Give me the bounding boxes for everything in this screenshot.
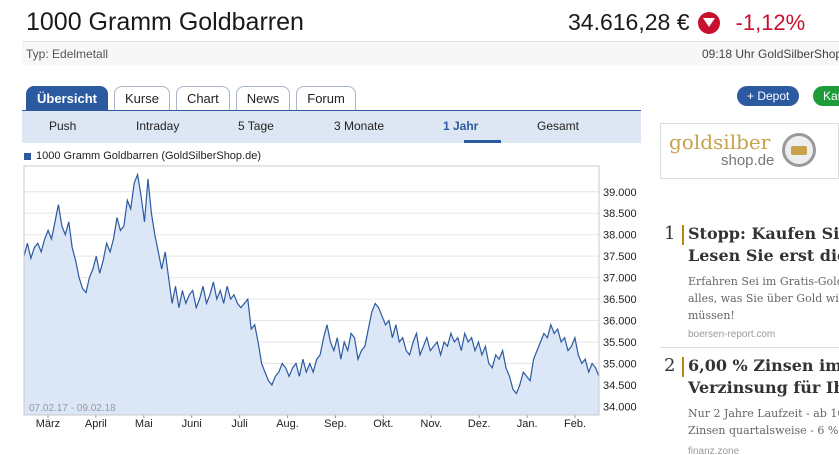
- chart-legend: 1000 Gramm Goldbarren (GoldSilberShop.de…: [24, 150, 261, 162]
- y-tick-label: 38.000: [603, 230, 637, 242]
- price-chart[interactable]: 39.000 38.500 38.000 37.500 37.000 36.500 36.0…: [0, 160, 645, 435]
- news-headline-line: Stopp: Kaufen Sie k: [688, 224, 839, 243]
- ad-logo-text: goldsilber: [669, 130, 771, 154]
- x-tick-label: Nov.: [420, 418, 442, 430]
- news-teaser-line: müssen!: [688, 309, 735, 322]
- tab-divider: [22, 110, 641, 111]
- arrow-down-icon: [697, 11, 720, 34]
- news-teaser-line: Zinsen quartalsweise - 6 % jä: [688, 424, 839, 437]
- news-number: 2: [664, 355, 676, 376]
- tab-bar: Übersicht Kurse Chart News Forum: [26, 86, 362, 111]
- range-gesamt[interactable]: Gesamt: [537, 119, 580, 133]
- range-push[interactable]: Push: [49, 119, 77, 133]
- ad-logo-subtext: shop.de: [721, 152, 775, 169]
- news-source[interactable]: finanz.zone: [688, 446, 740, 455]
- news-headline[interactable]: 6,00 % Zinsen im Ja Verzinsung für Ihr G: [688, 355, 839, 399]
- y-tick-label: 37.500: [603, 251, 637, 263]
- x-tick-label: April: [85, 418, 107, 430]
- price-box: 34.616,28 € -1,12%: [568, 9, 805, 36]
- news-source[interactable]: boersen-report.com: [688, 329, 776, 340]
- news-headline[interactable]: Stopp: Kaufen Sie k Lesen Sie erst diese: [688, 223, 839, 267]
- date-range-label: 07.02.17 - 09.02.18: [29, 403, 116, 414]
- news-teaser-line: alles, was Sie über Gold wisse: [688, 292, 839, 305]
- news-headline-line: Verzinsung für Ihr G: [688, 378, 839, 397]
- y-tick-label: 37.000: [603, 273, 637, 285]
- y-tick-label: 36.000: [603, 316, 637, 328]
- add-to-depot-button[interactable]: + Depot: [737, 86, 800, 106]
- y-tick-label: 34.000: [603, 401, 637, 413]
- y-axis-labels: 39.000 38.500 38.000 37.500 37.000 36.500 36.0…: [603, 187, 637, 414]
- info-row: Typ: Edelmetall 09:18 Uhr GoldSilberShop: [22, 41, 839, 65]
- news-teaser-line: Nur 2 Jahre Laufzeit - ab 10.00: [688, 407, 839, 420]
- x-tick-label: Sep.: [324, 418, 347, 430]
- x-tick-label: März: [36, 418, 60, 430]
- y-tick-label: 34.500: [603, 380, 637, 392]
- range-1-jahr[interactable]: 1 Jahr: [443, 119, 479, 133]
- news-item[interactable]: 1 Stopp: Kaufen Sie k Lesen Sie erst die…: [660, 223, 839, 346]
- x-tick-label: Mai: [135, 418, 153, 430]
- y-tick-label: 38.500: [603, 208, 637, 220]
- news-teaser: Erfahren Sei im Gratis-Gold-R alles, was…: [688, 273, 839, 324]
- legend-swatch: [24, 152, 31, 160]
- news-headline-line: 6,00 % Zinsen im Ja: [688, 356, 839, 375]
- range-3-monate[interactable]: 3 Monate: [334, 119, 385, 133]
- timestamp: 09:18 Uhr GoldSilberShop: [702, 47, 839, 61]
- x-tick-label: Feb.: [564, 418, 586, 430]
- range-active-indicator: [464, 140, 501, 143]
- tab-news[interactable]: News: [235, 86, 291, 111]
- news-divider: [660, 347, 839, 348]
- price-value: 34.616,28 €: [568, 9, 690, 35]
- time-range-bar: Push Intraday 5 Tage 3 Monate 1 Jahr Ges…: [22, 111, 641, 143]
- page-title: 1000 Gramm Goldbarren: [26, 8, 304, 36]
- quote-header: 1000 Gramm Goldbarren 34.616,28 € -1,12%…: [0, 0, 839, 66]
- y-tick-label: 35.500: [603, 337, 637, 349]
- news-headline-line: Lesen Sie erst diese: [688, 246, 839, 265]
- news-number: 1: [664, 223, 676, 244]
- coin-icon: [782, 133, 816, 167]
- news-accent-bar: [682, 357, 684, 377]
- x-tick-label: Juni: [182, 418, 202, 430]
- news-accent-bar: [682, 225, 684, 245]
- news-teaser-line: Erfahren Sei im Gratis-Gold-R: [688, 275, 839, 288]
- y-tick-label: 39.000: [603, 187, 637, 199]
- y-tick-label: 35.000: [603, 358, 637, 370]
- news-teaser: Nur 2 Jahre Laufzeit - ab 10.00 Zinsen q…: [688, 405, 839, 439]
- x-tick-label: Juli: [231, 418, 248, 430]
- x-tick-label: Okt.: [373, 418, 393, 430]
- news-item[interactable]: 2 6,00 % Zinsen im Ja Verzinsung für Ihr…: [660, 355, 839, 455]
- tab-forum[interactable]: Forum: [296, 86, 356, 111]
- buy-button[interactable]: Kaufen: [813, 86, 839, 106]
- x-tick-label: Aug.: [276, 418, 299, 430]
- goldsilbershop-ad[interactable]: goldsilber shop.de: [660, 123, 839, 179]
- chart-area-fill: [24, 174, 599, 415]
- x-tick-label: Dez.: [468, 418, 491, 430]
- change-percent: -1,12%: [735, 9, 806, 35]
- tab-kurse[interactable]: Kurse: [113, 86, 170, 111]
- tab-uebersicht[interactable]: Übersicht: [26, 86, 108, 111]
- x-axis-labels: März April Mai Juni Juli Aug. Sep. Okt. Nov. Dez.…: [36, 415, 586, 430]
- range-intraday[interactable]: Intraday: [136, 119, 180, 133]
- y-tick-label: 36.500: [603, 294, 637, 306]
- legend-label: 1000 Gramm Goldbarren (GoldSilberShop.de…: [36, 150, 262, 162]
- type-label: Typ: Edelmetall: [26, 47, 109, 61]
- x-tick-label: Jan.: [517, 418, 538, 430]
- tab-chart[interactable]: Chart: [175, 86, 230, 111]
- plot-frame: [23, 165, 600, 416]
- range-5-tage[interactable]: 5 Tage: [238, 119, 274, 133]
- chart-series-line: [23, 172, 600, 395]
